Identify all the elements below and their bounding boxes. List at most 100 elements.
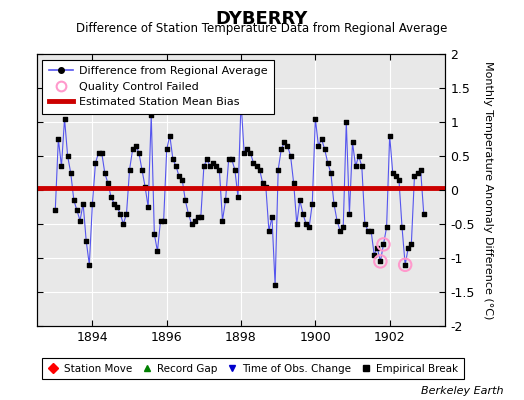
Point xyxy=(135,149,143,156)
Point xyxy=(200,163,208,170)
Point xyxy=(101,170,109,176)
Point xyxy=(138,166,146,173)
Point xyxy=(314,143,323,149)
Point xyxy=(104,180,112,186)
Point xyxy=(70,197,78,203)
Point xyxy=(57,163,66,170)
Point xyxy=(128,146,137,152)
Point xyxy=(355,153,363,159)
Point xyxy=(231,166,239,173)
Point xyxy=(410,173,419,180)
Point xyxy=(376,258,385,265)
Text: Difference of Station Temperature Data from Regional Average: Difference of Station Temperature Data f… xyxy=(77,22,447,35)
Point xyxy=(379,241,388,248)
Point xyxy=(119,221,127,227)
Point xyxy=(292,221,301,227)
Point xyxy=(296,197,304,203)
Point xyxy=(376,258,385,265)
Point xyxy=(326,170,335,176)
Point xyxy=(178,177,187,183)
Point xyxy=(175,173,183,180)
Point xyxy=(181,197,190,203)
Point xyxy=(85,262,93,268)
Point xyxy=(330,200,338,207)
Point xyxy=(221,197,230,203)
Point xyxy=(348,139,357,146)
Point xyxy=(156,218,165,224)
Point xyxy=(169,156,177,162)
Point xyxy=(391,173,400,180)
Point xyxy=(187,221,195,227)
Point xyxy=(196,214,205,220)
Point xyxy=(249,160,258,166)
Point xyxy=(342,119,351,125)
Point xyxy=(113,204,122,210)
Point xyxy=(212,163,221,170)
Text: DYBERRY: DYBERRY xyxy=(216,10,308,28)
Point xyxy=(258,180,267,186)
Point xyxy=(345,210,354,217)
Point xyxy=(333,218,341,224)
Point xyxy=(193,214,202,220)
Point xyxy=(141,183,149,190)
Point xyxy=(287,153,295,159)
Point xyxy=(373,244,381,251)
Point xyxy=(51,207,59,214)
Point xyxy=(271,282,279,288)
Point xyxy=(398,224,406,230)
Point xyxy=(367,228,375,234)
Point xyxy=(159,218,168,224)
Point xyxy=(339,224,347,230)
Point xyxy=(318,136,326,142)
Point xyxy=(184,210,193,217)
Point xyxy=(389,170,397,176)
Y-axis label: Monthly Temperature Anomaly Difference (°C): Monthly Temperature Anomaly Difference (… xyxy=(483,61,493,319)
Point xyxy=(110,200,118,207)
Point xyxy=(243,146,252,152)
Point xyxy=(420,210,428,217)
Point xyxy=(370,251,378,258)
Text: Berkeley Earth: Berkeley Earth xyxy=(421,386,503,396)
Point xyxy=(352,163,360,170)
Point xyxy=(215,166,224,173)
Point xyxy=(305,224,313,230)
Point xyxy=(60,116,69,122)
Point xyxy=(255,166,264,173)
Point xyxy=(395,177,403,183)
Point xyxy=(268,214,276,220)
Point xyxy=(386,132,394,139)
Point xyxy=(280,139,289,146)
Point xyxy=(203,156,211,162)
Point xyxy=(289,180,298,186)
Point xyxy=(91,160,100,166)
Point xyxy=(246,149,255,156)
Point xyxy=(277,146,286,152)
Point xyxy=(302,221,310,227)
Point xyxy=(76,218,84,224)
Point xyxy=(357,163,366,170)
Point xyxy=(224,156,233,162)
Point xyxy=(234,194,242,200)
Point xyxy=(413,170,422,176)
Point xyxy=(97,149,106,156)
Point xyxy=(79,200,88,207)
Point xyxy=(283,143,292,149)
Legend: Difference from Regional Average, Quality Control Failed, Estimated Station Mean: Difference from Regional Average, Qualit… xyxy=(42,60,274,114)
Point xyxy=(404,244,412,251)
Point xyxy=(299,210,307,217)
Legend: Station Move, Record Gap, Time of Obs. Change, Empirical Break: Station Move, Record Gap, Time of Obs. C… xyxy=(42,358,464,379)
Point xyxy=(336,228,344,234)
Point xyxy=(125,166,134,173)
Point xyxy=(240,149,248,156)
Point xyxy=(274,166,282,173)
Point xyxy=(162,146,171,152)
Point xyxy=(122,210,130,217)
Point xyxy=(107,194,115,200)
Point xyxy=(265,228,273,234)
Point xyxy=(67,170,75,176)
Point xyxy=(417,166,425,173)
Point xyxy=(54,136,62,142)
Point xyxy=(321,146,329,152)
Point xyxy=(94,149,103,156)
Point xyxy=(150,231,159,237)
